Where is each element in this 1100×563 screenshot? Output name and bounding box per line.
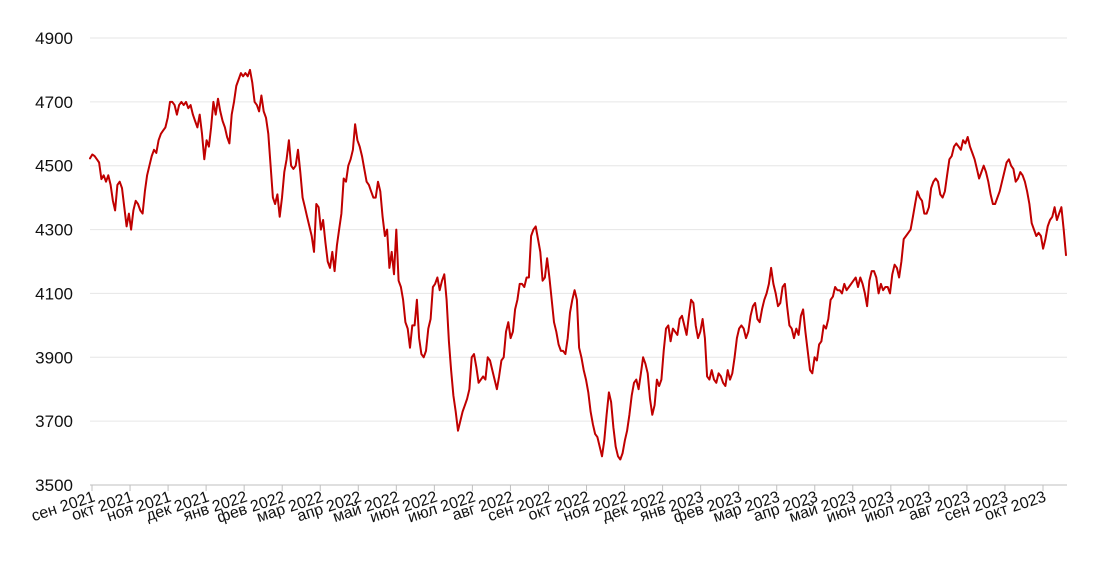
series-line xyxy=(89,68,1067,461)
y-tick-label: 4900 xyxy=(35,29,73,48)
y-tick-label: 3500 xyxy=(35,476,73,495)
y-tick-label: 4500 xyxy=(35,157,73,176)
y-tick-label: 3700 xyxy=(35,412,73,431)
y-tick-label: 4700 xyxy=(35,93,73,112)
y-tick-label: 4300 xyxy=(35,221,73,240)
y-tick-label: 4100 xyxy=(35,284,73,303)
y-axis-tick-labels: 3500 3700 3900 4100 4300 4500 4700 4900 xyxy=(35,29,73,495)
y-tick-label: 3900 xyxy=(35,348,73,367)
gridlines xyxy=(90,37,1067,486)
